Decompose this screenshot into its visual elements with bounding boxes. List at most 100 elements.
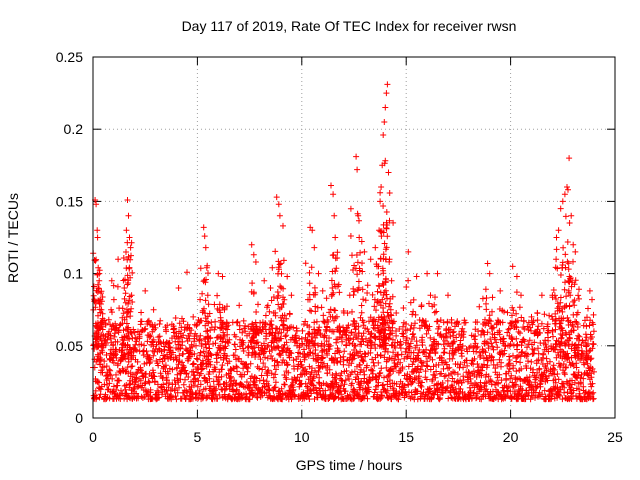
data-point bbox=[486, 270, 493, 277]
data-point bbox=[505, 361, 512, 368]
data-point bbox=[423, 346, 430, 353]
data-point bbox=[270, 387, 277, 394]
data-point bbox=[343, 342, 350, 349]
data-point bbox=[107, 367, 114, 374]
data-point bbox=[577, 356, 584, 363]
data-point bbox=[427, 366, 434, 373]
data-point bbox=[584, 360, 591, 367]
data-point bbox=[432, 349, 439, 356]
data-point bbox=[272, 335, 279, 341]
data-point bbox=[531, 330, 538, 337]
data-point bbox=[249, 280, 256, 287]
data-point bbox=[495, 380, 502, 387]
data-point bbox=[369, 356, 376, 363]
data-point bbox=[330, 251, 337, 258]
data-point bbox=[201, 233, 208, 240]
data-point bbox=[270, 374, 277, 381]
data-point bbox=[129, 299, 136, 305]
data-point bbox=[231, 341, 238, 348]
data-point bbox=[430, 363, 437, 370]
x-tick-label: 15 bbox=[398, 429, 414, 445]
data-point bbox=[384, 387, 391, 394]
data-point bbox=[324, 362, 331, 369]
data-point bbox=[427, 292, 434, 299]
data-point bbox=[203, 264, 210, 271]
data-point bbox=[349, 356, 356, 363]
data-point bbox=[129, 335, 136, 342]
data-point bbox=[572, 318, 579, 325]
data-point bbox=[95, 285, 102, 292]
data-point bbox=[237, 336, 243, 343]
data-point bbox=[448, 394, 455, 401]
data-point bbox=[383, 209, 390, 215]
data-point bbox=[410, 369, 417, 375]
data-point bbox=[372, 244, 379, 251]
data-point bbox=[280, 222, 286, 229]
data-point bbox=[360, 330, 367, 337]
data-point bbox=[124, 341, 131, 348]
data-point bbox=[93, 335, 100, 342]
data-point bbox=[580, 375, 587, 382]
data-point bbox=[399, 364, 406, 371]
data-point bbox=[378, 233, 385, 240]
data-point bbox=[441, 345, 448, 352]
data-point bbox=[494, 329, 501, 336]
data-point bbox=[559, 348, 565, 355]
data-point bbox=[364, 282, 371, 289]
data-point bbox=[506, 342, 513, 349]
data-point bbox=[200, 348, 207, 355]
data-point bbox=[526, 337, 533, 344]
data-point bbox=[417, 366, 424, 373]
data-point bbox=[362, 297, 369, 304]
data-point bbox=[587, 317, 594, 324]
data-point bbox=[390, 349, 397, 356]
data-point bbox=[400, 305, 407, 311]
data-point bbox=[364, 326, 371, 333]
data-point bbox=[434, 391, 441, 398]
data-point bbox=[351, 288, 358, 295]
data-point bbox=[523, 353, 530, 360]
data-point bbox=[407, 340, 414, 347]
data-point bbox=[110, 296, 117, 303]
data-point bbox=[357, 314, 364, 321]
data-point bbox=[186, 349, 193, 356]
data-point bbox=[203, 328, 210, 335]
data-point bbox=[558, 334, 565, 341]
data-point bbox=[528, 341, 535, 348]
data-point bbox=[442, 372, 449, 379]
data-point bbox=[318, 359, 324, 366]
data-point bbox=[226, 336, 233, 343]
data-point bbox=[126, 336, 133, 342]
data-point bbox=[175, 346, 182, 353]
data-point bbox=[333, 372, 340, 379]
data-point bbox=[146, 379, 153, 386]
y-axis-label: ROTI / TECUs bbox=[5, 193, 21, 283]
data-point bbox=[391, 343, 398, 350]
data-point bbox=[555, 227, 562, 234]
data-point bbox=[367, 256, 374, 263]
data-point bbox=[243, 364, 250, 371]
data-point bbox=[95, 312, 101, 319]
data-point bbox=[565, 317, 572, 324]
data-point bbox=[479, 295, 486, 302]
data-point bbox=[513, 310, 520, 317]
data-point bbox=[413, 368, 420, 375]
data-point bbox=[380, 309, 387, 316]
data-point bbox=[517, 330, 523, 337]
data-point bbox=[212, 366, 219, 373]
data-point bbox=[186, 335, 193, 342]
data-point bbox=[358, 353, 365, 360]
data-point bbox=[330, 328, 337, 335]
data-point bbox=[122, 299, 129, 306]
data-point bbox=[278, 284, 285, 291]
data-point bbox=[174, 389, 181, 396]
data-point bbox=[504, 329, 511, 336]
data-point bbox=[356, 361, 363, 368]
data-point bbox=[203, 344, 210, 351]
data-point bbox=[219, 338, 226, 345]
data-point bbox=[327, 342, 334, 349]
data-point bbox=[427, 350, 434, 357]
data-point bbox=[128, 252, 134, 259]
data-point bbox=[173, 357, 180, 364]
data-point bbox=[553, 234, 560, 241]
